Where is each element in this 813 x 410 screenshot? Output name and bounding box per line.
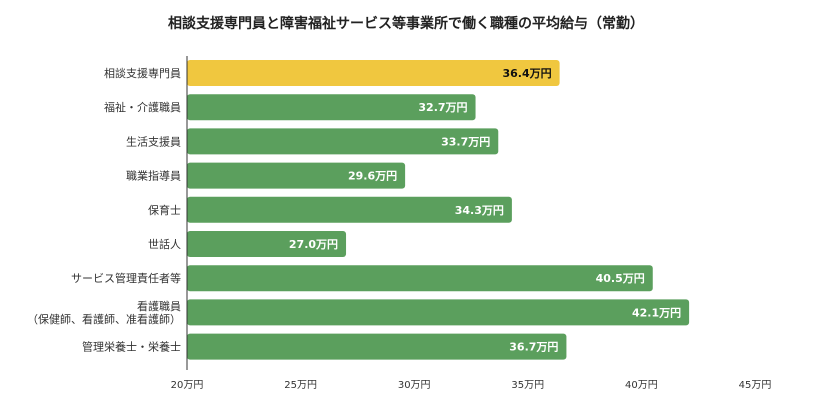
- category-label-2: 生活支援員: [126, 134, 181, 148]
- category-label-0: 相談支援専門員: [104, 66, 181, 80]
- value-labels: 36.4万円 32.7万円 33.7万円 29.6万円 34.3万円 27.0万円 40.5…: [289, 67, 681, 354]
- value-label-0: 36.4万円: [502, 67, 551, 80]
- x-tick-label-0: 20万円: [171, 380, 204, 391]
- bar-0: [187, 60, 560, 86]
- category-label-7-line-0: 看護職員: [137, 299, 181, 313]
- x-tick-label-4: 40万円: [625, 380, 658, 391]
- value-label-6: 40.5万円: [596, 272, 645, 285]
- category-labels: 相談支援専門員福祉・介護職員生活支援員職業指導員保育士世話人サービス管理責任者等…: [27, 66, 181, 354]
- category-label-6: サービス管理責任者等: [71, 271, 181, 285]
- category-label-5: 世話人: [148, 237, 181, 251]
- bar-5: [187, 231, 347, 257]
- bar-6: [187, 265, 653, 292]
- category-label-8: 管理栄養士・栄養士: [82, 340, 181, 354]
- value-label-3: 29.6万円: [348, 170, 397, 183]
- value-label-4: 34.3万円: [455, 204, 504, 217]
- value-label-7: 42.1万円: [632, 306, 681, 319]
- x-tick-label-2: 30万円: [398, 380, 431, 391]
- category-label-3: 職業指導員: [126, 169, 181, 183]
- bar-2: [187, 128, 499, 155]
- x-axis-tick-labels: 20万円 25万円 30万円 35万円 40万円 45万円: [171, 380, 772, 391]
- x-tick-label-5: 45万円: [739, 380, 772, 391]
- value-label-2: 33.7万円: [441, 135, 490, 148]
- value-label-5: 27.0万円: [289, 238, 338, 251]
- category-label-1: 福祉・介護職員: [104, 100, 181, 114]
- bar-3: [187, 162, 406, 189]
- x-tick-label-3: 35万円: [511, 380, 544, 391]
- category-label-7-line-1: （保健師、看護師、准看護師）: [27, 312, 181, 326]
- bar-1: [187, 94, 476, 121]
- category-label-4: 保育士: [148, 203, 181, 217]
- bars-group: [187, 60, 690, 360]
- x-tick-label-1: 25万円: [284, 380, 317, 391]
- value-label-8: 36.7万円: [509, 341, 558, 354]
- bar-4: [187, 196, 512, 223]
- bar-7: [187, 299, 690, 326]
- value-label-1: 32.7万円: [418, 101, 467, 114]
- chart-title: 相談支援専門員と障害福祉サービス等事業所で働く職種の平均給与（常勤）: [168, 15, 644, 32]
- bar-8: [187, 333, 567, 360]
